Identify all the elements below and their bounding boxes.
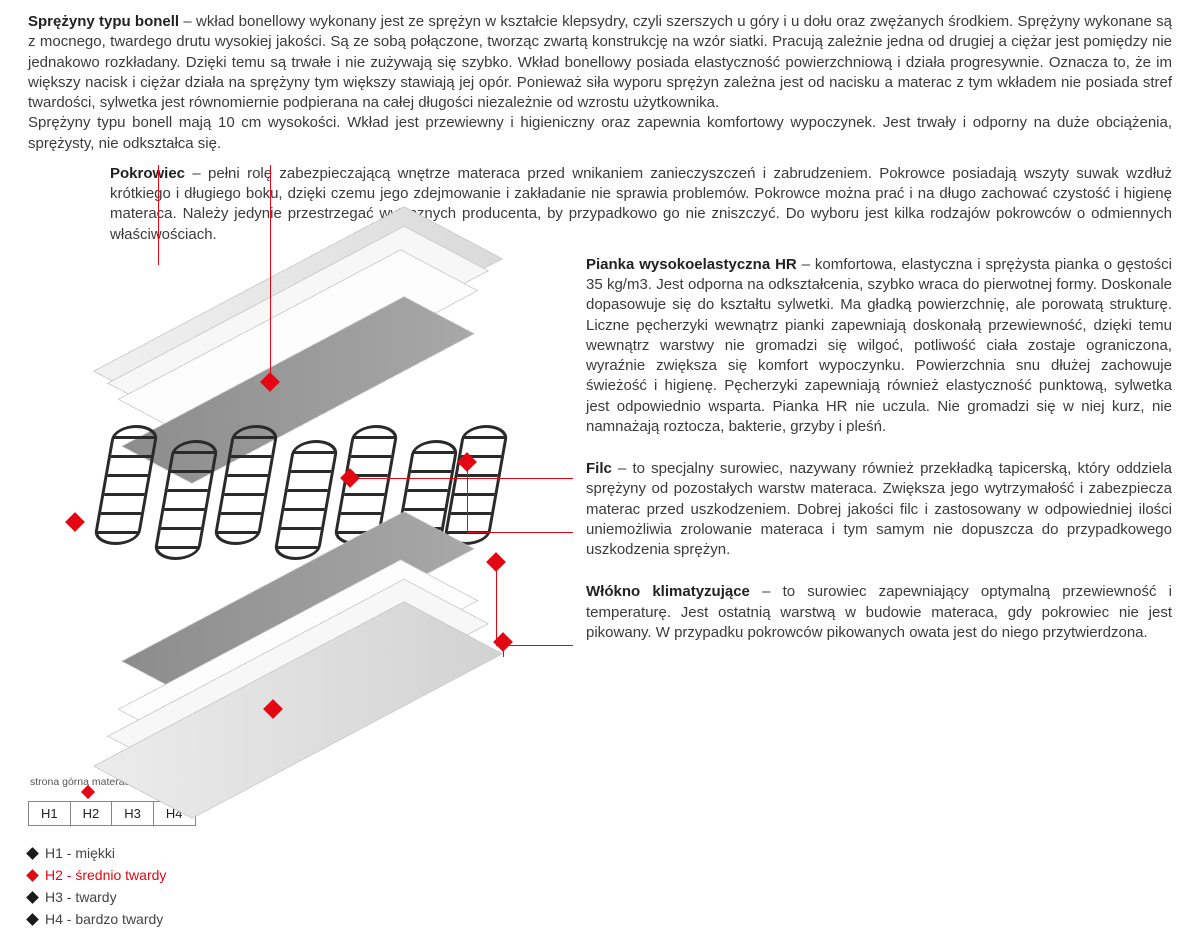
heading-cover: Pokrowiec	[110, 165, 185, 182]
main-row: Pianka wysokoelastyczna HR – komfortowa,…	[28, 255, 1172, 735]
marker-spring	[65, 512, 85, 532]
heading-felt: Filc	[586, 460, 612, 477]
text-springs-2: Sprężyny typu bonell mają 10 cm wysokośc…	[28, 113, 1172, 154]
diamond-icon	[26, 869, 39, 882]
text-foam: – komfortowa, elastyczna i sprężysta pia…	[586, 256, 1172, 435]
diagram-column	[28, 255, 568, 735]
text-column: Pianka wysokoelastyczna HR – komfortowa,…	[586, 255, 1172, 735]
leader-felt-v	[467, 462, 468, 532]
section-cover: Pokrowiec – pełni rolę zabezpieczającą w…	[28, 164, 1172, 245]
legend-label-h2: H2 - średnio twardy	[45, 866, 166, 885]
mattress-diagram	[28, 255, 568, 735]
heading-fiber: Włókno klimatyzujące	[586, 583, 750, 600]
text-felt: – to specjalny surowiec, nazywany równie…	[586, 460, 1172, 558]
legend-item-h3: H3 - twardy	[28, 888, 1172, 907]
text-springs-1: – wkład bonellowy wykonany jest ze spręż…	[28, 13, 1172, 111]
hardness-cell-h1: H1	[29, 802, 71, 826]
legend-label-h1: H1 - miękki	[45, 844, 115, 863]
section-foam: Pianka wysokoelastyczna HR – komfortowa,…	[586, 255, 1172, 437]
section-felt: Filc – to specjalny surowiec, nazywany r…	[586, 459, 1172, 560]
section-fiber: Włókno klimatyzujące – to surowiec zapew…	[586, 582, 1172, 643]
leader-cover-1	[158, 165, 159, 265]
legend-label-h3: H3 - twardy	[45, 888, 117, 907]
heading-springs: Sprężyny typu bonell	[28, 13, 179, 30]
leader-fiber-v	[496, 562, 497, 645]
leader-cover-2	[270, 165, 271, 380]
hardness-cell-h2: H2	[71, 802, 113, 826]
hardness-list: H1 - miękki H2 - średnio twardy H3 - twa…	[28, 844, 1172, 929]
leader-felt-h	[467, 532, 573, 533]
leader-foam	[358, 478, 573, 479]
section-springs: Sprężyny typu bonell – wkład bonellowy w…	[28, 12, 1172, 154]
heading-foam: Pianka wysokoelastyczna HR	[586, 256, 797, 273]
hardness-legend: strona górna materaca H1 H2 H3 H4 H1 - m…	[28, 775, 1172, 929]
legend-item-h2: H2 - średnio twardy	[28, 866, 1172, 885]
hardness-pointer-wrap	[28, 791, 1172, 801]
legend-item-h4: H4 - bardzo twardy	[28, 910, 1172, 929]
diamond-icon	[26, 848, 39, 861]
legend-label-h4: H4 - bardzo twardy	[45, 910, 163, 929]
legend-item-h1: H1 - miękki	[28, 844, 1172, 863]
diamond-icon	[26, 913, 39, 926]
diamond-icon	[26, 891, 39, 904]
hardness-cell-h3: H3	[112, 802, 154, 826]
